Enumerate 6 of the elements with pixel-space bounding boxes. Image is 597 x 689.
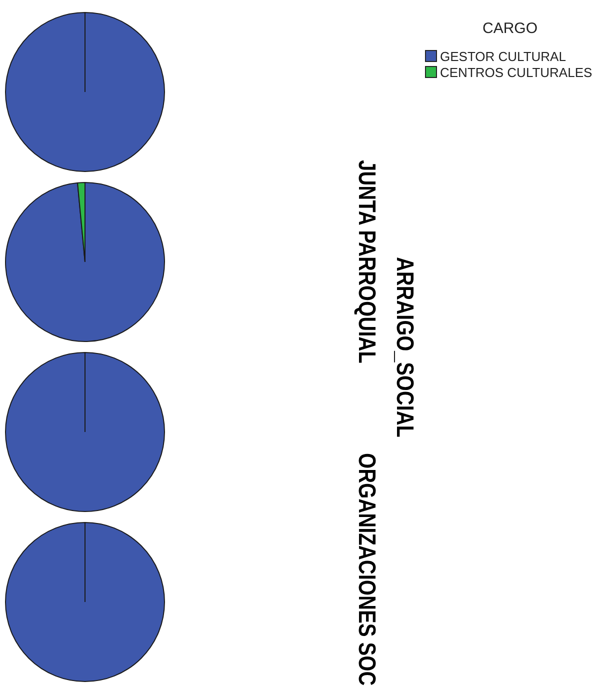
text: ARRAIGO_SOCIAL <box>391 257 418 438</box>
text: ORGANIZACIONES SOC <box>353 453 380 686</box>
legend-label: GESTOR CULTURAL <box>440 48 566 64</box>
text: JUNTA PARROQUIAL <box>353 160 380 364</box>
legend-title: CARGO <box>481 20 538 38</box>
legend-label: CENTROS CULTURALES <box>440 64 592 80</box>
